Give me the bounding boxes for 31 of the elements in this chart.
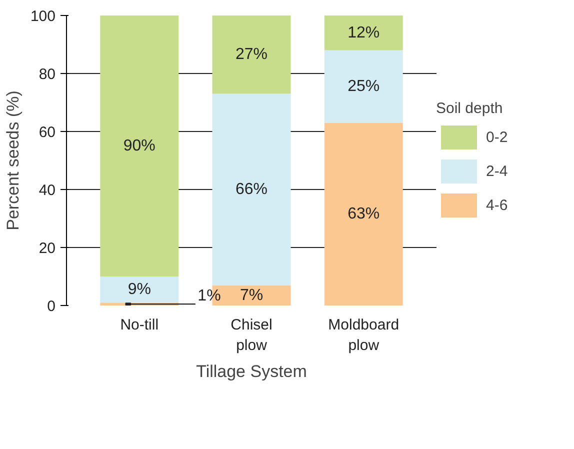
legend-label: 0-2 xyxy=(486,128,508,146)
x-tick-label: No-till xyxy=(120,316,159,334)
bar xyxy=(212,16,291,94)
y-axis-title: Percent seeds (%) xyxy=(3,90,22,230)
bar xyxy=(324,122,403,306)
legend-label: 2-4 xyxy=(486,162,508,180)
x-axis-title: Tillage System xyxy=(196,362,307,381)
y-tick-label: 20 xyxy=(38,240,56,257)
x-tick-label: Chisel plow xyxy=(230,316,272,354)
data-label: 66% xyxy=(235,181,268,198)
data-label: 63% xyxy=(348,206,380,223)
data-label: 9% xyxy=(128,281,151,298)
bar xyxy=(100,16,179,276)
data-label: 12% xyxy=(348,24,380,42)
bar xyxy=(324,16,403,50)
data-label: 7% xyxy=(240,286,264,304)
x-tick-label: Moldboard plow xyxy=(328,316,400,354)
bar xyxy=(212,94,291,286)
bar xyxy=(324,50,403,123)
y-tick-label: 40 xyxy=(38,182,56,199)
y-tick-label: 60 xyxy=(38,124,56,141)
legend-label: 4-6 xyxy=(486,196,508,214)
data-label: 27% xyxy=(235,46,268,64)
y-tick-label: 100 xyxy=(30,8,56,25)
data-label: 1% xyxy=(198,288,221,304)
y-tick-label: 80 xyxy=(38,66,56,83)
bar xyxy=(100,276,179,303)
data-label: 90% xyxy=(123,138,156,154)
legend-title: Soil depth xyxy=(436,100,504,117)
data-label: 25% xyxy=(348,78,380,96)
y-tick-label: 0 xyxy=(47,298,56,315)
